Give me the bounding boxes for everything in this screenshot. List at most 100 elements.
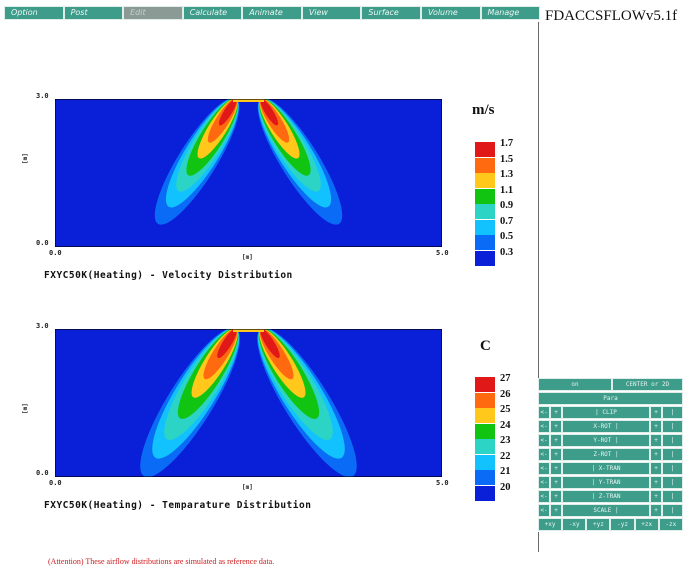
y-axis-unit: [m] [22, 153, 29, 164]
legend-swatch [475, 454, 495, 470]
contour-band [217, 329, 237, 359]
view-plane-button[interactable]: -zx [658, 518, 683, 531]
y-tick-top: 3.0 [36, 322, 49, 330]
control-2-3[interactable]: + [650, 434, 662, 447]
outlet-marker [233, 329, 264, 332]
control-2-0[interactable]: <- [538, 434, 550, 447]
contour-band [260, 329, 280, 359]
menu-edit[interactable]: Edit [123, 6, 183, 20]
menu-surface[interactable]: Surface [361, 6, 421, 20]
control-7-0[interactable]: <- [538, 504, 550, 517]
legend-label: 25 [500, 404, 511, 415]
control-4-2[interactable]: | X-TRAN [562, 462, 650, 475]
legend-label: 20 [500, 481, 511, 493]
control-0-0[interactable]: <- [538, 406, 550, 419]
menu-calculate[interactable]: Calculate [182, 6, 243, 20]
control-3-0[interactable]: <- [538, 448, 550, 461]
view-plane-button[interactable]: +zx [634, 518, 659, 531]
menu-view[interactable]: View [301, 6, 362, 20]
control-1-0[interactable]: <- [538, 420, 550, 433]
y-tick-bottom: 0.0 [36, 469, 49, 477]
control-0-1[interactable]: + [550, 406, 562, 419]
legend-swatch [475, 408, 495, 423]
control-4-0[interactable]: <- [538, 462, 550, 475]
x-tick-left: 0.0 [49, 249, 62, 257]
x-axis-unit: [m] [242, 254, 253, 261]
control-4-1[interactable]: + [550, 462, 562, 475]
velocity-contour-plot [55, 99, 442, 247]
view-plane-button[interactable]: -yz [610, 518, 635, 531]
control-4-3[interactable]: + [650, 462, 662, 475]
control-7-3[interactable]: + [650, 504, 662, 517]
control-7-4[interactable]: | [662, 504, 683, 517]
control-3-3[interactable]: + [650, 448, 662, 461]
control-2-2[interactable]: Y-ROT | [562, 434, 650, 447]
control-7-2[interactable]: SCALE | [562, 504, 650, 517]
control-0-4[interactable]: | [662, 406, 683, 419]
attention-note: (Attention) These airflow distributions … [48, 557, 275, 566]
control-3-2[interactable]: Z-ROT | [562, 448, 650, 461]
control-2-1[interactable]: + [550, 434, 562, 447]
control-6-2[interactable]: | Z-TRAN [562, 490, 650, 503]
legend-label: 0.3 [500, 246, 514, 258]
contour-band [218, 99, 237, 126]
control-5-4[interactable]: | [662, 476, 683, 489]
legend-swatch [475, 485, 495, 501]
legend-swatch [475, 142, 495, 157]
y-tick-top: 3.0 [36, 92, 49, 100]
control-1-3[interactable]: + [650, 420, 662, 433]
status-on-button[interactable]: on [538, 378, 612, 391]
legend-swatch [475, 439, 495, 454]
view-plane-button[interactable]: +xy [538, 518, 563, 531]
control-5-3[interactable]: + [650, 476, 662, 489]
center-mode-button[interactable]: CENTER or 2D [612, 378, 683, 391]
app-title: FDACCSFLOWv5.1f [545, 8, 678, 24]
temperature-caption: FXYC50K(Heating) - Temparature Distribut… [44, 500, 312, 511]
control-5-0[interactable]: <- [538, 476, 550, 489]
legend-label: 0.5 [500, 231, 514, 242]
control-5-1[interactable]: + [550, 476, 562, 489]
control-4-4[interactable]: | [662, 462, 683, 475]
menu-manage[interactable]: Manage [480, 6, 541, 20]
legend-swatch [475, 188, 495, 204]
control-0-2[interactable]: | CLIP [562, 406, 650, 419]
view-control-panel: on CENTER or 2D Para <- + | CLIP + | <- + X-ROT… [538, 378, 683, 532]
x-axis-unit: [m] [242, 484, 253, 491]
legend-swatch [475, 250, 495, 266]
legend-label: 1.7 [500, 138, 514, 149]
x-tick-right: 5.0 [436, 249, 449, 257]
menu-bar: Option Post Edit Calculate Animate View Surfac… [4, 6, 541, 20]
temperature-contour-plot [55, 329, 442, 477]
control-0-3[interactable]: + [650, 406, 662, 419]
x-tick-left: 0.0 [49, 479, 62, 487]
legend-swatch [475, 173, 495, 188]
control-6-0[interactable]: <- [538, 490, 550, 503]
para-button[interactable]: Para [538, 392, 683, 405]
control-6-3[interactable]: + [650, 490, 662, 503]
view-plane-button[interactable]: +yz [586, 518, 611, 531]
control-6-1[interactable]: + [550, 490, 562, 503]
control-3-1[interactable]: + [550, 448, 562, 461]
legend-swatch [475, 235, 495, 250]
velocity-caption: FXYC50K(Heating) - Velocity Distribution [44, 270, 293, 281]
legend-label: 26 [500, 388, 511, 400]
legend-swatch [475, 219, 495, 235]
legend-swatch [475, 377, 495, 392]
control-7-1[interactable]: + [550, 504, 562, 517]
menu-animate[interactable]: Animate [242, 6, 302, 20]
control-1-4[interactable]: | [662, 420, 683, 433]
view-plane-button[interactable]: -xy [562, 518, 587, 531]
menu-option[interactable]: Option [4, 6, 64, 20]
menu-post[interactable]: Post [63, 6, 124, 20]
control-3-4[interactable]: | [662, 448, 683, 461]
control-5-2[interactable]: | Y-TRAN [562, 476, 650, 489]
legend-label: 0.9 [500, 200, 514, 211]
control-1-2[interactable]: X-ROT | [562, 420, 650, 433]
control-2-4[interactable]: | [662, 434, 683, 447]
control-6-4[interactable]: | [662, 490, 683, 503]
control-1-1[interactable]: + [550, 420, 562, 433]
legend-swatch [475, 157, 495, 173]
outlet-marker [233, 99, 264, 102]
legend-unit: m/s [472, 102, 495, 118]
menu-volume[interactable]: Volume [420, 6, 481, 20]
